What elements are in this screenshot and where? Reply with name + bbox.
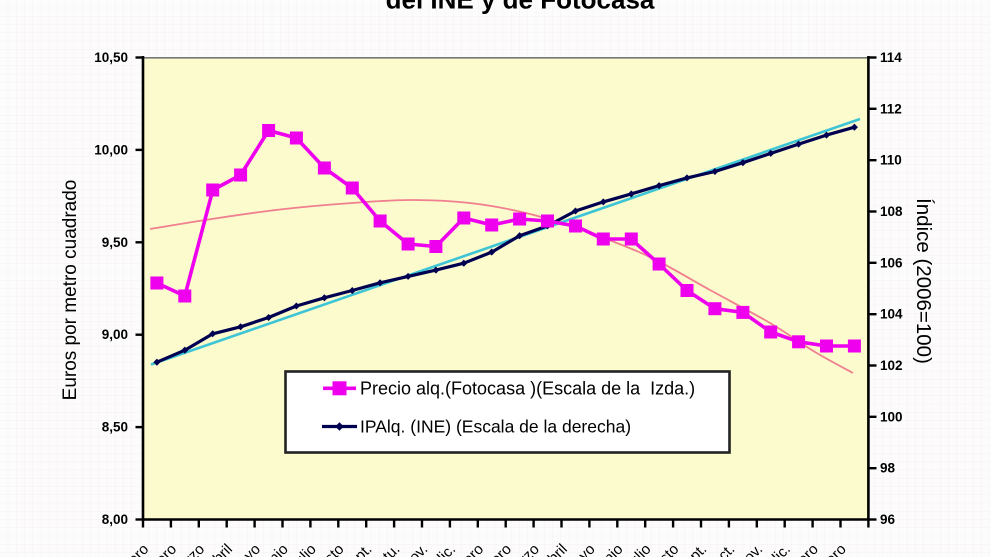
svg-text:8,50: 8,50 <box>102 420 128 435</box>
svg-text:114: 114 <box>880 50 902 65</box>
svg-text:10,50: 10,50 <box>94 50 128 65</box>
svg-text:106: 106 <box>880 255 903 270</box>
svg-text:102: 102 <box>880 358 903 373</box>
svg-text:Índice (2006=100): Índice (2006=100) <box>912 198 935 364</box>
svg-text:9,00: 9,00 <box>102 327 128 342</box>
svg-text:IPAlq. (INE) (Escala de la der: IPAlq. (INE) (Escala de la derecha) <box>360 417 631 437</box>
svg-text:110: 110 <box>880 153 902 168</box>
svg-text:Precio alq.(Fotocasa )(Escala: Precio alq.(Fotocasa )(Escala de la Izda… <box>360 379 695 399</box>
svg-text:112: 112 <box>880 101 902 116</box>
svg-text:8,00: 8,00 <box>102 512 128 527</box>
svg-text:del INE y de Fotocasa: del INE y de Fotocasa <box>386 0 655 15</box>
svg-text:96: 96 <box>880 512 896 527</box>
svg-text:98: 98 <box>880 461 896 476</box>
svg-text:100: 100 <box>880 409 903 424</box>
svg-text:Euros por metro cuadrado: Euros por metro cuadrado <box>60 180 81 401</box>
svg-text:108: 108 <box>880 204 903 219</box>
svg-text:104: 104 <box>880 307 903 322</box>
svg-text:10,00: 10,00 <box>94 142 128 157</box>
svg-text:9,50: 9,50 <box>102 235 128 250</box>
